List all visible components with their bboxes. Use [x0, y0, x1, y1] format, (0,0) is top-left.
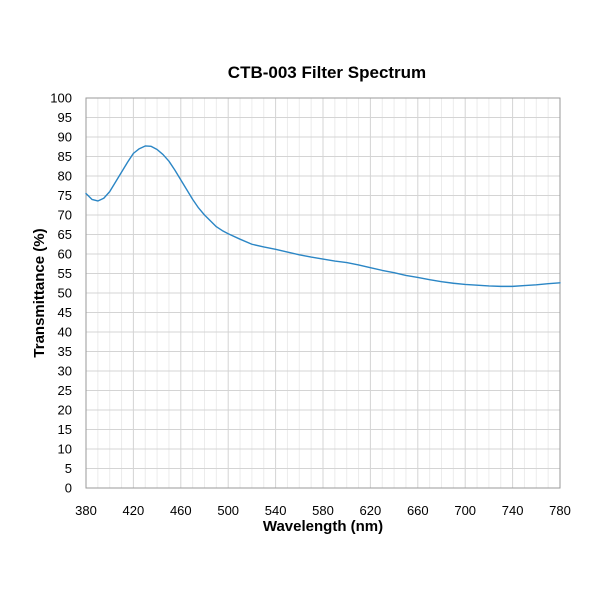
x-tick-label: 780 [549, 503, 571, 518]
x-tick-label: 420 [123, 503, 145, 518]
chart-title: CTB-003 Filter Spectrum [228, 63, 426, 82]
y-tick-label: 55 [58, 266, 72, 281]
x-tick-label: 740 [502, 503, 524, 518]
x-tick-label: 660 [407, 503, 429, 518]
y-tick-label: 20 [58, 403, 72, 418]
y-tick-label: 10 [58, 442, 72, 457]
x-tick-label: 580 [312, 503, 334, 518]
x-tick-label: 540 [265, 503, 287, 518]
y-tick-label: 5 [65, 461, 72, 476]
y-tick-label: 100 [50, 91, 72, 106]
y-tick-label: 60 [58, 247, 72, 262]
y-tick-label: 0 [65, 481, 72, 496]
y-tick-label: 90 [58, 130, 72, 145]
series-layer [85, 145, 561, 288]
x-axis-ticks: 380 420 460 500 540 580 620 660 700 740 780 [75, 503, 571, 518]
y-tick-label: 75 [58, 188, 72, 203]
y-tick-label: 40 [58, 325, 72, 340]
y-tick-label: 70 [58, 208, 72, 223]
y-tick-label: 95 [58, 110, 72, 125]
x-tick-label: 380 [75, 503, 97, 518]
y-tick-label: 15 [58, 422, 72, 437]
plot-frame [85, 97, 561, 489]
x-tick-label: 620 [360, 503, 382, 518]
y-tick-label: 65 [58, 227, 72, 242]
y-tick-label: 85 [58, 149, 72, 164]
x-axis-label: Wavelength (nm) [263, 518, 383, 535]
x-tick-label: 500 [217, 503, 239, 518]
y-tick-label: 35 [58, 344, 72, 359]
x-tick-label: 460 [170, 503, 192, 518]
y-tick-label: 25 [58, 383, 72, 398]
series-line-1 [85, 145, 561, 288]
x-tick-label: 700 [454, 503, 476, 518]
y-tick-label: 45 [58, 305, 72, 320]
grid [86, 98, 560, 488]
y-axis-ticks: 0 5 10 15 20 25 30 35 40 45 50 55 60 65 70 75 80 85 90 95 10… [50, 91, 72, 496]
y-tick-label: 80 [58, 169, 72, 184]
y-tick-label: 30 [58, 364, 72, 379]
y-tick-label: 50 [58, 286, 72, 301]
y-axis-label: Transmittance (%) [31, 228, 48, 357]
